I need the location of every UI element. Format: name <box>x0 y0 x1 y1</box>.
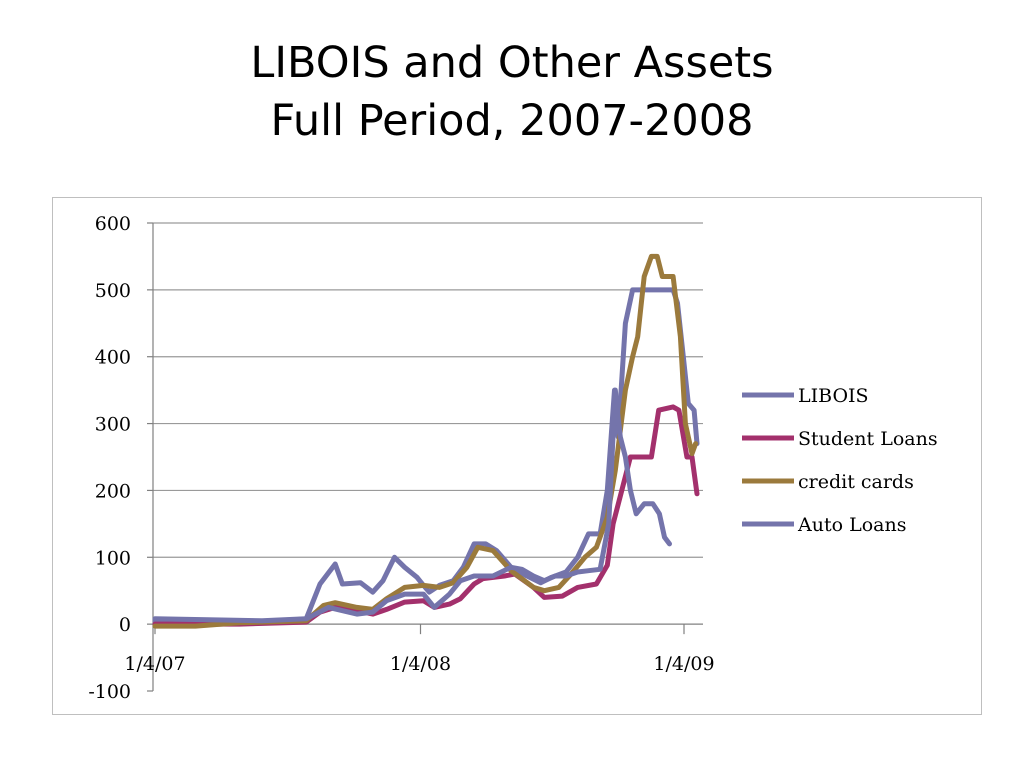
axes: 600 500 400 300 200 100 0 -100 1/4/07 1/4/08 1/4/0… <box>88 213 714 703</box>
y-tick-label: 400 <box>95 347 131 369</box>
legend-label: LIBOIS <box>798 385 869 407</box>
y-tick-label: -100 <box>88 681 131 703</box>
series-lines <box>152 253 700 629</box>
legend-label: credit cards <box>798 471 914 493</box>
series-line-libois <box>152 287 700 624</box>
x-tick-label: 1/4/07 <box>124 653 185 675</box>
slide-title: LIBOIS and Other Assets Full Period, 200… <box>0 34 1024 150</box>
legend: LIBOIS Student Loans credit cards Auto Loan… <box>742 385 938 536</box>
y-tick-label: 300 <box>95 414 131 436</box>
series-line-auto-loans <box>152 387 672 624</box>
x-tick-label: 1/4/09 <box>653 653 714 675</box>
legend-label: Auto Loans <box>797 514 906 536</box>
y-tick-label: 500 <box>95 280 131 302</box>
y-tick-label: 600 <box>95 213 131 235</box>
slide-title-line-1: LIBOIS and Other Assets <box>250 38 774 88</box>
y-tick-label: 100 <box>95 547 131 569</box>
y-tick-label: 0 <box>119 614 131 636</box>
slide-title-line-2: Full Period, 2007-2008 <box>270 96 754 146</box>
y-tick-label: 200 <box>95 480 131 502</box>
chart-frame <box>52 197 982 715</box>
series-line-credit-cards <box>152 253 699 629</box>
legend-label: Student Loans <box>798 428 938 450</box>
x-tick-label: 1/4/08 <box>390 653 451 675</box>
